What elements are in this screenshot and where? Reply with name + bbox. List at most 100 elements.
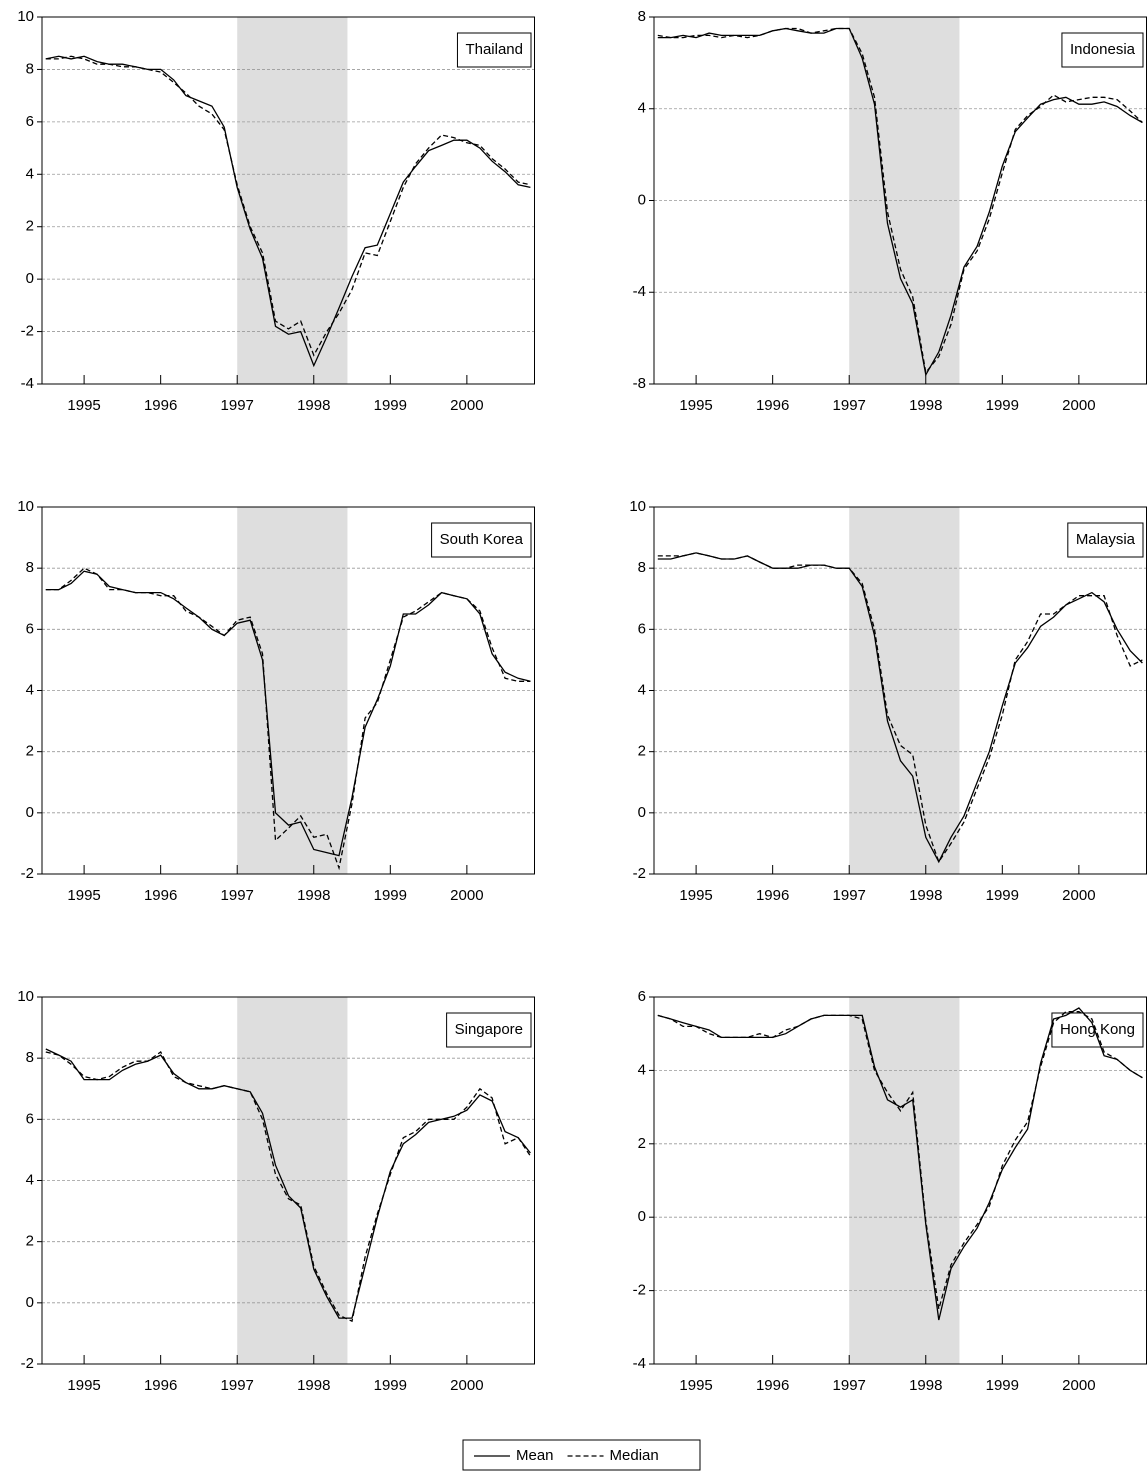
y-tick-label: 4 <box>638 681 646 698</box>
x-tick-label: 1996 <box>144 397 177 414</box>
y-tick-label: 4 <box>26 165 34 182</box>
plot-frame <box>41 996 535 1365</box>
x-tick-label: 1995 <box>679 1377 712 1394</box>
x-tick-label: 1995 <box>67 887 100 904</box>
x-tick-label: 1998 <box>909 397 942 414</box>
y-tick-label: 4 <box>26 1171 34 1188</box>
panel-label-box <box>1051 1012 1144 1048</box>
y-tick-label: 0 <box>638 191 646 208</box>
panel-label: South Korea <box>440 531 524 548</box>
y-tick-label: -2 <box>633 865 646 882</box>
x-tick-label: 1997 <box>833 1377 866 1394</box>
y-tick-label: 2 <box>26 743 34 760</box>
legend-label: Median <box>610 1447 659 1464</box>
y-tick-label: 4 <box>638 1061 646 1078</box>
y-tick-label: 4 <box>26 681 34 698</box>
panel-label: Singapore <box>455 1021 523 1038</box>
panel-label-box <box>431 522 532 558</box>
y-tick-label: -2 <box>633 1282 646 1299</box>
y-tick-label: 8 <box>26 559 34 576</box>
y-tick-label: 2 <box>638 1135 646 1152</box>
y-tick-label: 8 <box>26 1049 34 1066</box>
panel-label-box <box>1061 32 1144 68</box>
x-tick-label: 1997 <box>833 887 866 904</box>
y-tick-label: -2 <box>21 865 34 882</box>
x-tick-label: 1996 <box>756 887 789 904</box>
series-line <box>45 567 531 871</box>
y-tick-label: 0 <box>26 804 34 821</box>
x-tick-label: 1999 <box>374 887 407 904</box>
y-tick-label: -2 <box>21 1355 34 1372</box>
x-tick-label: 2000 <box>450 1377 483 1394</box>
x-tick-label: 1999 <box>986 1377 1019 1394</box>
x-tick-label: 1997 <box>221 1377 254 1394</box>
series-line <box>45 55 531 368</box>
y-tick-label: 0 <box>638 1208 646 1225</box>
x-tick-label: 1996 <box>144 1377 177 1394</box>
series-line <box>45 55 531 357</box>
panel-label: Thailand <box>465 41 523 58</box>
x-tick-label: 2000 <box>450 887 483 904</box>
y-tick-label: 2 <box>26 1233 34 1250</box>
y-tick-label: 0 <box>638 804 646 821</box>
series-line <box>657 1007 1143 1321</box>
y-tick-label: 6 <box>26 113 34 130</box>
y-tick-label: 10 <box>629 498 646 515</box>
x-tick-label: 1996 <box>756 1377 789 1394</box>
legend: Mean Median <box>462 1439 701 1471</box>
y-tick-label: 0 <box>26 270 34 287</box>
x-tick-label: 1997 <box>221 887 254 904</box>
y-tick-label: 4 <box>638 100 646 117</box>
panel-label-box <box>446 1012 532 1048</box>
x-tick-label: 2000 <box>450 397 483 414</box>
series-line <box>657 27 1143 375</box>
y-tick-label: -4 <box>633 1355 646 1372</box>
y-tick-label: 6 <box>638 988 646 1005</box>
y-tick-label: 0 <box>26 1294 34 1311</box>
x-tick-label: 2000 <box>1062 397 1095 414</box>
x-tick-label: 1999 <box>986 397 1019 414</box>
legend-label: Mean <box>516 1447 554 1464</box>
legend-box <box>462 1439 701 1471</box>
y-tick-label: -8 <box>633 375 646 392</box>
x-tick-label: 1999 <box>374 397 407 414</box>
y-tick-label: -4 <box>21 375 34 392</box>
x-tick-label: 2000 <box>1062 887 1095 904</box>
shaded-period <box>849 997 960 1364</box>
panel-label: Indonesia <box>1070 41 1136 58</box>
series-line <box>657 552 1143 864</box>
x-tick-label: 1996 <box>144 887 177 904</box>
x-tick-label: 1995 <box>679 397 712 414</box>
x-tick-label: 1998 <box>909 887 942 904</box>
series-line <box>45 1048 531 1319</box>
series-line <box>45 1051 531 1323</box>
y-tick-label: 10 <box>17 8 34 25</box>
x-tick-label: 1997 <box>221 397 254 414</box>
y-tick-label: 6 <box>26 620 34 637</box>
plot-frame <box>41 16 535 385</box>
y-tick-label: 10 <box>17 988 34 1005</box>
panel-label: Malaysia <box>1076 531 1136 548</box>
x-tick-label: 1996 <box>756 397 789 414</box>
shaded-period <box>237 17 348 384</box>
panel-label: Hong Kong <box>1060 1021 1135 1038</box>
y-tick-label: -2 <box>21 323 34 340</box>
y-tick-label: 6 <box>638 620 646 637</box>
x-tick-label: 1995 <box>67 1377 100 1394</box>
series-line <box>657 1011 1143 1310</box>
x-tick-label: 1995 <box>67 397 100 414</box>
plot-frame <box>41 506 535 875</box>
x-tick-label: 1998 <box>297 1377 330 1394</box>
y-tick-label: -4 <box>633 283 646 300</box>
panel-label-box <box>456 32 532 68</box>
y-tick-label: 2 <box>638 743 646 760</box>
y-tick-label: 8 <box>638 559 646 576</box>
y-tick-label: 6 <box>26 1110 34 1127</box>
y-tick-label: 8 <box>26 60 34 77</box>
series-line <box>657 27 1143 377</box>
x-tick-label: 1998 <box>297 887 330 904</box>
x-tick-label: 1998 <box>297 397 330 414</box>
panel-label-box <box>1067 522 1144 558</box>
